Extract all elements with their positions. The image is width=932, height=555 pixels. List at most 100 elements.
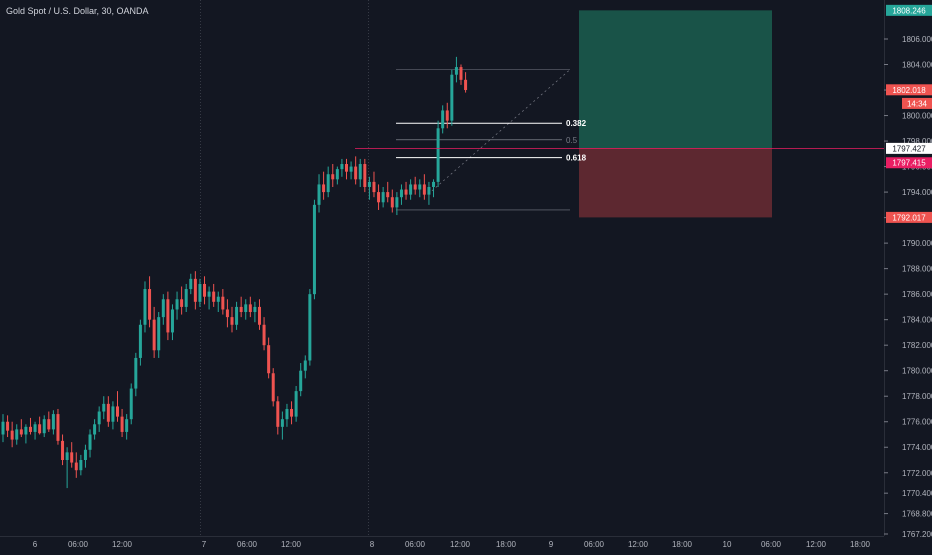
price-marker-bg — [902, 97, 932, 109]
price-tick-label: 1772.000 — [902, 469, 932, 478]
candle-down — [212, 291, 216, 302]
candle-up — [349, 166, 353, 172]
price-tick-label: 1767.200 — [902, 530, 932, 539]
price-tick-label: 1788.000 — [902, 265, 932, 274]
time-tick-label: 10 — [723, 540, 732, 549]
candle-up — [93, 424, 97, 435]
price-marker-label: 1792.017 — [892, 213, 926, 222]
fib-trend-line[interactable] — [431, 69, 571, 192]
candle-up — [418, 184, 422, 190]
candle-up — [1, 421, 5, 435]
price-axis[interactable]: 1767.200 1768.800 1770.400 1772.000 1774.000… — [884, 35, 932, 539]
candle-up — [409, 184, 413, 195]
candle-up — [83, 449, 87, 461]
candle-up — [340, 164, 344, 170]
time-tick-label: 8 — [370, 540, 375, 549]
candle-up — [65, 452, 69, 461]
candle-down — [404, 189, 408, 195]
price-tick-label: 1794.000 — [902, 188, 932, 197]
candle-up — [441, 110, 445, 129]
price-tick-label: 1770.400 — [902, 489, 932, 498]
time-tick-label: 06:00 — [68, 540, 89, 549]
candle-down — [377, 192, 381, 203]
price-tick-label: 1798.000 — [902, 137, 932, 146]
candle-down — [10, 430, 14, 440]
position-tool[interactable] — [579, 10, 772, 218]
stop-loss-zone[interactable] — [579, 148, 772, 218]
candle-up — [303, 360, 307, 371]
candle-down — [331, 174, 335, 180]
candle-down — [239, 306, 243, 313]
price-marker-bg — [886, 211, 932, 223]
price-tick-label: 1804.000 — [902, 61, 932, 70]
candle-up — [138, 324, 142, 358]
candle-up — [134, 357, 138, 389]
candle-down — [422, 184, 426, 195]
candle-up — [198, 283, 202, 302]
price-tick-label: 1800.000 — [902, 112, 932, 121]
time-tick-label: 6 — [33, 540, 38, 549]
candle-down — [38, 424, 42, 434]
price-marker-bg — [886, 142, 932, 154]
candle-up — [170, 309, 174, 333]
candle-up — [79, 460, 83, 471]
candle-up — [454, 67, 458, 75]
price-marker-label: 1797.427 — [892, 144, 926, 153]
fib-level-label: 0.5 — [566, 136, 578, 145]
candle-down — [225, 309, 229, 318]
price-tick-label: 1776.000 — [902, 418, 932, 427]
time-axis[interactable]: 6 06:00 12:00 7 06:00 12:00 8 06:00 12:00 18:00 9 0… — [33, 540, 871, 549]
candle-down — [248, 304, 252, 313]
candle-down — [363, 164, 367, 187]
candle-down — [152, 319, 156, 351]
candle-down — [193, 278, 197, 302]
candle-up — [381, 192, 385, 203]
profit-zone[interactable] — [579, 10, 772, 149]
candle-down — [180, 299, 184, 307]
candle-up — [432, 181, 436, 187]
candle-down — [322, 184, 326, 193]
price-tick-label: 1790.000 — [902, 239, 932, 248]
candle-up — [15, 429, 19, 440]
price-axis-markers: 1808.246 1802.018 14:34 1797.427 1797.415 179… — [886, 4, 932, 223]
candle-up — [280, 419, 284, 427]
candle-down — [70, 452, 74, 463]
candle-up — [436, 128, 440, 182]
fibonacci-retracement[interactable]: 0.382 0.5 0.618 — [396, 69, 587, 211]
candle-down — [47, 419, 51, 430]
time-tick-label: 18:00 — [850, 540, 871, 549]
candle-up — [285, 408, 289, 420]
candle-down — [386, 192, 390, 198]
candle-up — [312, 204, 316, 295]
price-tick-label: 1778.000 — [902, 392, 932, 401]
candle-down — [230, 317, 234, 325]
candle-up — [317, 184, 321, 205]
candle-up — [97, 411, 101, 425]
time-tick-label: 06:00 — [584, 540, 605, 549]
candle-up — [450, 74, 454, 121]
time-tick-label: 12:00 — [281, 540, 302, 549]
candle-up — [157, 317, 161, 351]
candle-up — [88, 434, 92, 450]
candle-up — [399, 189, 403, 198]
candle-down — [459, 67, 463, 80]
candle-down — [56, 414, 60, 441]
price-marker-bg — [886, 4, 932, 16]
candle-up — [102, 403, 106, 412]
time-tick-label: 7 — [202, 540, 207, 549]
candle-up — [335, 169, 339, 180]
fib-level-label: 0.382 — [566, 119, 587, 128]
time-tick-label: 9 — [549, 540, 554, 549]
candle-up — [244, 304, 248, 313]
price-tick-label: 1806.000 — [902, 35, 932, 44]
fib-level-label: 0.618 — [566, 154, 587, 163]
price-tick-label: 1780.000 — [902, 367, 932, 376]
candle-down — [257, 306, 261, 325]
candle-down — [28, 426, 32, 432]
candle-up — [125, 419, 129, 432]
candle-down — [6, 421, 10, 431]
time-tick-label: 12:00 — [450, 540, 471, 549]
candle-down — [267, 345, 271, 374]
